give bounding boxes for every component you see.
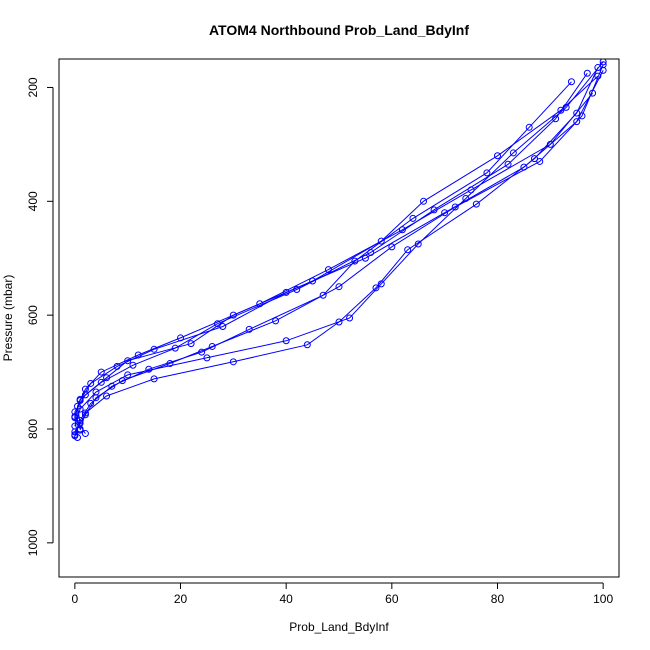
data-point [346, 314, 354, 322]
data-point [150, 345, 158, 353]
x-axis-label: Prob_Land_BdyInf [289, 620, 389, 634]
chart-title: ATOM4 Northbound Prob_Land_BdyInf [209, 22, 469, 38]
series-line [79, 67, 599, 431]
data-point [229, 358, 237, 366]
data-point [76, 426, 84, 434]
data-point [504, 160, 512, 168]
x-tick-label: 80 [491, 592, 505, 606]
data-point [451, 203, 459, 211]
data-point [187, 340, 195, 348]
data-point [573, 118, 581, 126]
series-line [74, 92, 593, 435]
data-point [71, 422, 79, 430]
data-point [282, 337, 290, 345]
data-point [414, 240, 422, 248]
data-point [81, 430, 89, 438]
x-axis: 0 20 40 60 80 100 [72, 582, 613, 606]
data-point [525, 123, 533, 131]
data-point [562, 103, 570, 111]
series-line [74, 61, 604, 427]
data-point [530, 155, 538, 163]
series-line [74, 81, 572, 436]
data-point [493, 152, 501, 160]
data-point [472, 200, 480, 208]
data-point [557, 106, 565, 114]
y-axis-label: Pressure (mbar) [1, 275, 15, 362]
data-point [124, 371, 132, 379]
data-point [420, 197, 428, 205]
data-point [599, 61, 607, 69]
y-tick-label: 400 [26, 191, 40, 211]
data-point [583, 69, 591, 77]
data-point [129, 361, 137, 369]
data-point [245, 325, 253, 333]
y-axis: 200 400 600 800 1000 [26, 77, 54, 556]
data-point [430, 206, 438, 214]
data-point [372, 284, 380, 292]
y-tick-label: 200 [26, 77, 40, 97]
data-point [309, 277, 317, 285]
data-point [92, 388, 100, 396]
data-point [76, 395, 84, 403]
data-point [293, 286, 301, 294]
data-point [87, 379, 95, 387]
x-tick-label: 100 [593, 592, 613, 606]
data-point [272, 317, 280, 325]
data-point [87, 399, 95, 407]
data-point [335, 283, 343, 291]
data-point [594, 72, 602, 80]
data-point [483, 169, 491, 177]
data-point [303, 341, 311, 349]
data-point [377, 237, 385, 245]
data-point [71, 432, 79, 440]
y-tick-label: 1000 [26, 529, 40, 556]
data-point [536, 157, 544, 165]
data-point [319, 291, 327, 299]
data-point [124, 357, 132, 365]
data-point [567, 78, 575, 86]
x-tick-label: 40 [279, 592, 293, 606]
data-point [409, 214, 417, 222]
y-tick-label: 800 [26, 419, 40, 439]
data-point [367, 249, 375, 257]
series-line [74, 64, 604, 433]
data-point [97, 378, 105, 386]
series-line [74, 72, 588, 434]
data-point [219, 323, 227, 331]
data-point [335, 318, 343, 326]
data-point [351, 257, 359, 265]
data-point [388, 243, 396, 251]
data-point [150, 375, 158, 383]
data-point [171, 344, 179, 352]
data-point [81, 409, 89, 417]
data-point [578, 112, 586, 120]
plot-frame [58, 58, 620, 578]
data-point [599, 59, 607, 66]
y-tick-label: 600 [26, 305, 40, 325]
data-point [97, 368, 105, 376]
data-point [203, 354, 211, 362]
data-point [208, 342, 216, 350]
data-point [404, 246, 412, 254]
data-point [103, 392, 111, 400]
data-point [441, 209, 449, 217]
data-point [198, 348, 206, 356]
x-tick-label: 0 [72, 592, 79, 606]
data-point [76, 405, 84, 413]
x-tick-label: 60 [385, 592, 399, 606]
data-point [594, 64, 602, 72]
data-point [213, 320, 221, 328]
data-point [509, 149, 517, 157]
series-line [74, 70, 604, 438]
data-point [81, 391, 89, 399]
x-tick-label: 20 [174, 592, 188, 606]
data-point [462, 194, 470, 202]
data-point [573, 109, 581, 117]
series-group [71, 59, 607, 442]
